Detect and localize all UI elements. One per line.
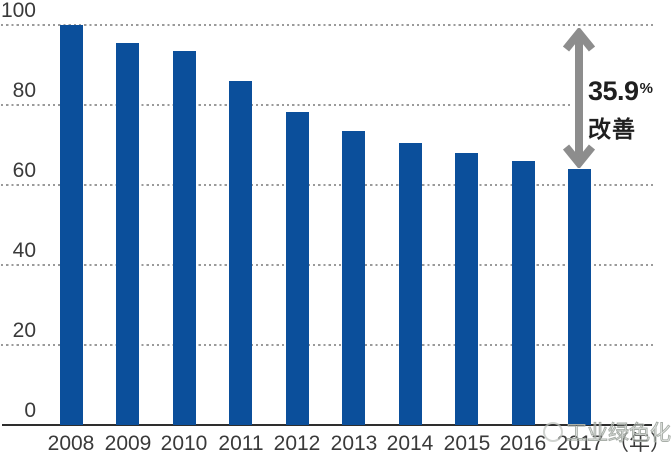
bar-2010 — [173, 51, 196, 425]
y-tick-label-0: 0 — [24, 399, 36, 422]
gridline-100 — [1, 24, 653, 26]
bar-2016 — [512, 161, 535, 425]
y-tick-label-100: 100 — [0, 0, 36, 22]
x-tick-label-2016: 2016 — [499, 432, 547, 455]
improvement-unit: % — [639, 80, 653, 97]
improvement-annotation: 35.9% 改善 — [588, 76, 653, 144]
y-tick-label-60: 60 — [12, 159, 36, 182]
bar-2011 — [229, 81, 252, 425]
bar-2009 — [116, 43, 139, 425]
x-tick-label-2014: 2014 — [386, 432, 434, 455]
x-tick-label-2010: 2010 — [160, 432, 208, 455]
gridline-60 — [1, 184, 653, 186]
bar-2012 — [286, 112, 309, 425]
y-tick-label-40: 40 — [12, 239, 36, 262]
bar-2015 — [455, 153, 478, 425]
x-tick-label-2012: 2012 — [273, 432, 321, 455]
double-arrow-icon — [563, 28, 595, 168]
x-tick-label-2009: 2009 — [104, 432, 152, 455]
gridline-20 — [1, 344, 653, 346]
x-tick-label-2008: 2008 — [47, 432, 95, 455]
x-tick-label-2015: 2015 — [443, 432, 491, 455]
x-tick-label-2013: 2013 — [330, 432, 378, 455]
y-tick-label-80: 80 — [12, 79, 36, 102]
x-axis-unit-label: （年） — [608, 432, 671, 455]
improvement-value: 35.9 — [588, 76, 639, 106]
gridline-40 — [1, 264, 653, 266]
bar-2008 — [60, 25, 83, 425]
bar-2017 — [568, 169, 591, 425]
bar-2013 — [342, 131, 365, 425]
bar-2014 — [399, 143, 422, 425]
x-tick-label-2011: 2011 — [218, 432, 264, 455]
gridline-80 — [1, 104, 570, 106]
x-axis-line — [2, 424, 652, 426]
y-tick-label-20: 20 — [12, 319, 36, 342]
x-tick-label-2017: 2017 — [556, 432, 604, 455]
improvement-label: 改善 — [588, 116, 636, 142]
